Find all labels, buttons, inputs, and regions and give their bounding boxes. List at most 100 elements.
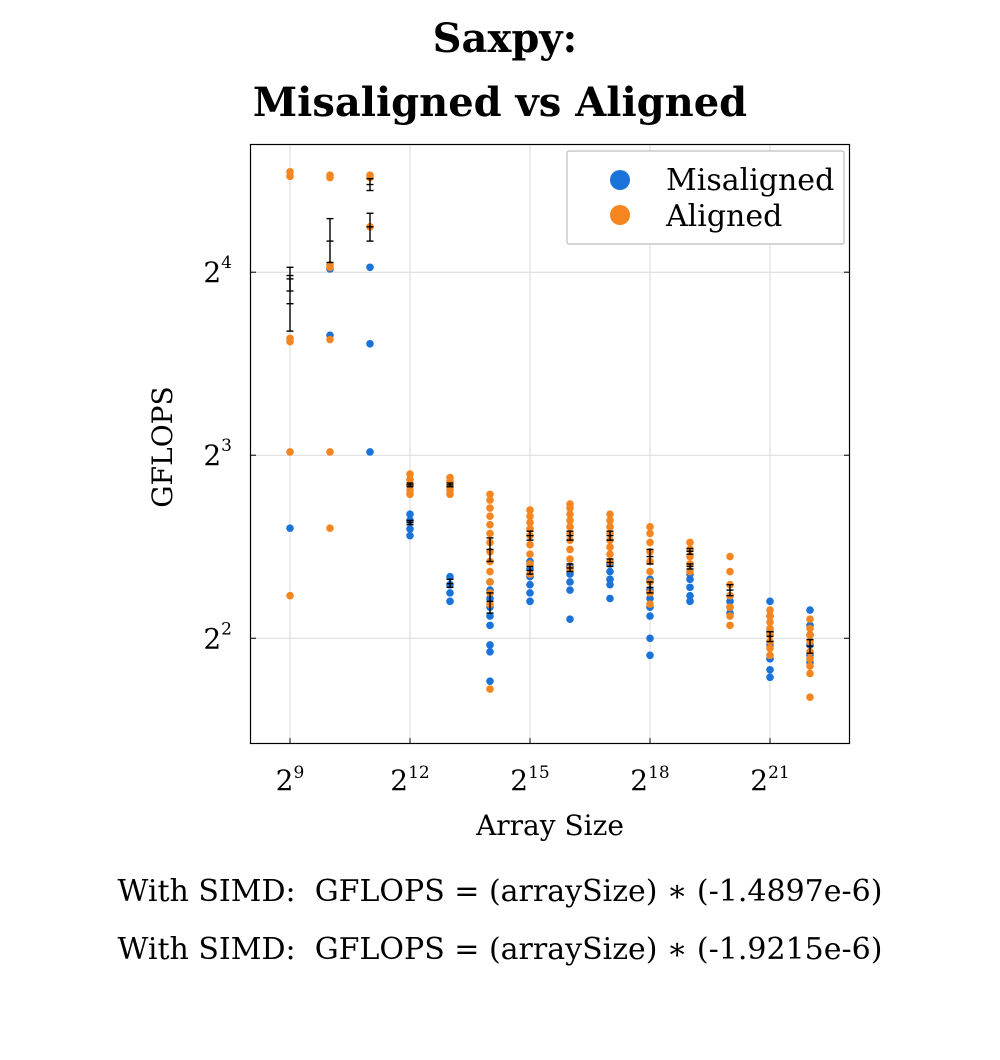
error-bar (366, 212, 374, 242)
error-bar (446, 482, 454, 488)
point-aligned (726, 567, 734, 576)
point-aligned (526, 518, 534, 527)
point-aligned (486, 504, 494, 512)
point-aligned (726, 612, 734, 620)
point-misaligned (646, 651, 654, 660)
point-aligned (566, 545, 574, 554)
error-bar (526, 530, 534, 541)
point-aligned (646, 523, 654, 531)
point-aligned (326, 448, 334, 456)
point-misaligned (606, 580, 614, 589)
x-tick-label: 215 (510, 763, 549, 797)
point-aligned (486, 490, 494, 499)
y-tick-label: 24 (203, 253, 232, 289)
point-misaligned (406, 531, 414, 540)
point-aligned (806, 662, 814, 670)
point-misaligned (566, 615, 574, 623)
point-misaligned (606, 567, 614, 576)
point-misaligned (686, 583, 694, 592)
point-aligned (686, 538, 694, 547)
error-bar (766, 631, 774, 643)
point-misaligned (686, 597, 694, 606)
error-bar (606, 530, 614, 541)
point-aligned (606, 523, 614, 531)
error-bar (606, 558, 614, 568)
legend-box (566, 150, 845, 245)
x-tick-label: 221 (750, 763, 789, 797)
point-aligned (726, 621, 734, 630)
point-aligned (366, 171, 374, 180)
y-tick-label: 23 (203, 436, 232, 472)
point-misaligned (766, 597, 774, 606)
point-misaligned (366, 339, 374, 348)
point-aligned (286, 334, 294, 343)
point-aligned (286, 591, 294, 600)
point-misaligned (486, 647, 494, 656)
point-aligned (806, 631, 814, 639)
point-aligned (806, 669, 814, 678)
point-misaligned (766, 665, 774, 674)
point-aligned (566, 523, 574, 531)
point-misaligned (446, 572, 454, 581)
error-bar (566, 563, 574, 573)
point-aligned (766, 624, 774, 633)
error-bar (526, 565, 534, 575)
point-aligned (326, 524, 334, 532)
point-aligned (646, 529, 654, 538)
point-aligned (566, 516, 574, 525)
error-bar (806, 638, 814, 654)
point-misaligned (366, 448, 374, 456)
x-tick-label: 212 (390, 763, 429, 797)
point-aligned (726, 552, 734, 561)
point-misaligned (526, 580, 534, 589)
point-misaligned (486, 677, 494, 685)
error-bar (286, 266, 294, 292)
point-misaligned (606, 594, 614, 603)
point-aligned (486, 685, 494, 693)
point-aligned (806, 615, 814, 623)
error-bar (366, 177, 374, 192)
error-bar (406, 519, 414, 526)
point-misaligned (806, 606, 814, 614)
point-aligned (486, 520, 494, 529)
point-aligned (486, 496, 494, 504)
y-axis-label: GFLOPS (146, 386, 179, 507)
point-misaligned (566, 586, 574, 594)
error-bar (326, 217, 334, 264)
point-aligned (606, 510, 614, 518)
point-misaligned (486, 621, 494, 630)
point-misaligned (646, 634, 654, 643)
point-aligned (326, 171, 334, 180)
point-aligned (446, 473, 454, 482)
point-aligned (406, 486, 414, 495)
legend: Misaligned Aligned (566, 150, 845, 245)
point-aligned (526, 506, 534, 514)
point-aligned (766, 612, 774, 620)
point-aligned (486, 512, 494, 521)
point-misaligned (486, 612, 494, 620)
point-misaligned (686, 575, 694, 584)
point-aligned (646, 600, 654, 609)
point-aligned (766, 618, 774, 627)
error-bar (686, 563, 694, 570)
point-aligned (486, 529, 494, 538)
point-aligned (566, 500, 574, 508)
point-aligned (646, 538, 654, 547)
point-aligned (526, 512, 534, 521)
point-aligned (806, 624, 814, 633)
point-misaligned (646, 594, 654, 603)
legend-marker-aligned (610, 205, 630, 225)
point-misaligned (606, 575, 614, 584)
point-misaligned (526, 589, 534, 597)
formula-note-1: With SIMD: GFLOPS = (arraySize) ∗ (-1.48… (117, 874, 883, 909)
point-aligned (406, 470, 414, 478)
point-aligned (606, 543, 614, 551)
point-misaligned (406, 510, 414, 518)
point-misaligned (446, 597, 454, 606)
point-aligned (286, 448, 294, 456)
error-bar (686, 547, 694, 555)
error-bar (406, 482, 414, 488)
error-bars (286, 177, 814, 654)
data-points (286, 168, 814, 701)
